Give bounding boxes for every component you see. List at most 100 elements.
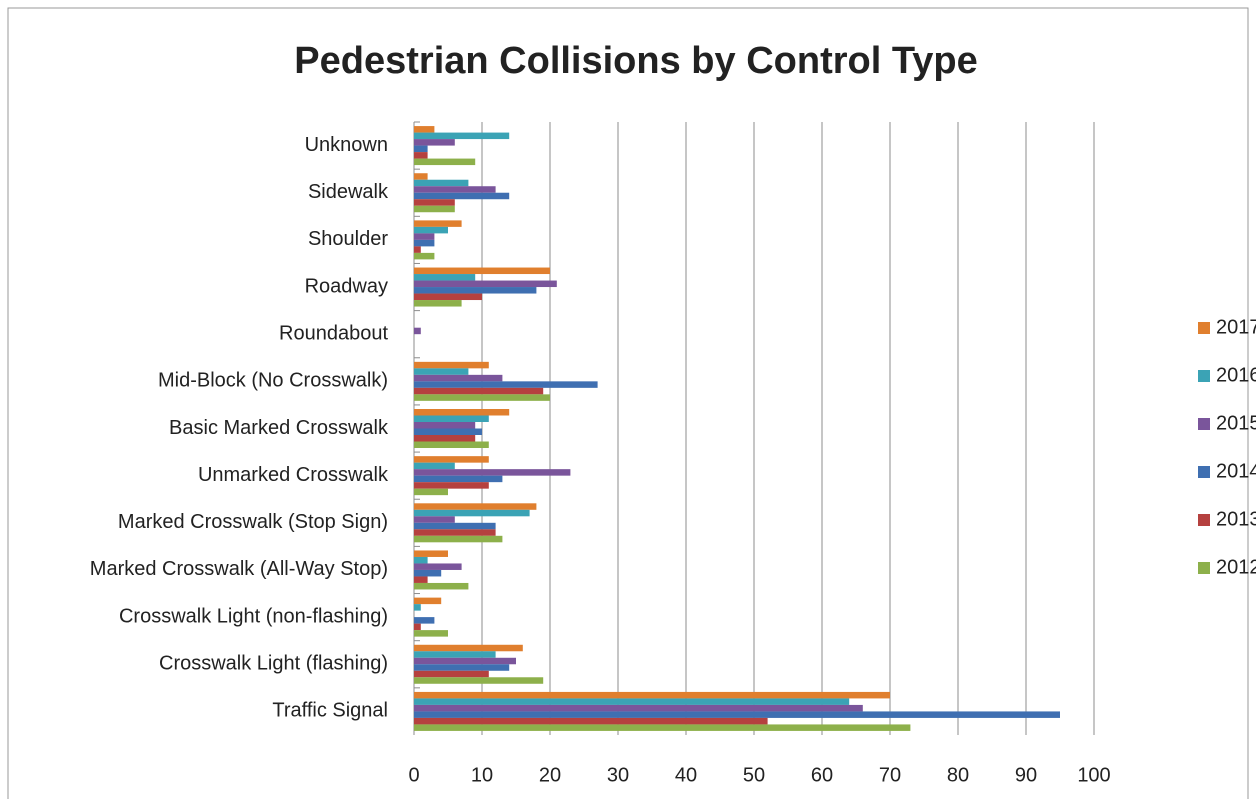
bar (414, 644, 523, 652)
bar (414, 145, 428, 153)
legend-swatch (1198, 514, 1210, 526)
bar (414, 509, 530, 517)
y-tick-label: Unmarked Crosswalk (198, 464, 389, 486)
bar (414, 199, 455, 206)
x-tick-label: 90 (1015, 764, 1037, 786)
bar (414, 535, 503, 543)
bar (414, 469, 571, 476)
bar (414, 698, 850, 705)
bar (414, 576, 428, 583)
legend-label: 2016 (1216, 364, 1256, 386)
chart-title: Pedestrian Collisions by Control Type (294, 40, 977, 82)
bar (414, 300, 462, 307)
bar (414, 664, 510, 671)
bar (414, 704, 863, 712)
bar (414, 569, 442, 577)
bar (414, 274, 476, 281)
bar (414, 724, 911, 731)
legend-label: 2013 (1216, 508, 1256, 530)
y-tick-label: Shoulder (308, 228, 388, 250)
bar (414, 287, 537, 294)
bar (414, 597, 442, 605)
x-tick-label: 20 (539, 764, 561, 786)
bar (414, 226, 448, 234)
bar (414, 516, 455, 523)
bar (414, 246, 421, 253)
bar (414, 132, 510, 140)
x-tick-label: 100 (1077, 764, 1110, 786)
y-tick-label: Basic Marked Crosswalk (169, 417, 389, 439)
x-tick-label: 10 (471, 764, 493, 786)
x-tick-label: 60 (811, 764, 833, 786)
bar (414, 381, 598, 388)
bar (414, 522, 496, 530)
bar (414, 462, 455, 470)
bar (414, 293, 482, 301)
y-tick-label: Mid-Block (No Crosswalk) (158, 370, 388, 392)
bar (414, 361, 489, 369)
bar (414, 617, 435, 624)
bar (414, 711, 1060, 718)
chart-frame (7, 7, 1249, 799)
legend-label: 2012 (1216, 556, 1256, 578)
bar (414, 374, 503, 382)
bar (414, 394, 550, 401)
y-tick-label: Crosswalk Light (non-flashing) (119, 605, 388, 627)
x-tick-label: 30 (607, 764, 629, 786)
bar (414, 179, 469, 187)
bar (414, 173, 428, 180)
bar (414, 409, 510, 416)
x-tick-label: 40 (675, 764, 697, 786)
y-tick-label: Marked Crosswalk (All-Way Stop) (90, 558, 388, 580)
legend-label: 2015 (1216, 412, 1256, 434)
x-tick-label: 80 (947, 764, 969, 786)
bar (414, 670, 489, 678)
bar (414, 529, 496, 536)
bar (414, 428, 482, 435)
y-tick-label: Roadway (305, 275, 388, 297)
bar (414, 387, 544, 395)
bar (414, 623, 421, 631)
bar (414, 205, 455, 213)
bar (414, 657, 516, 665)
bar (414, 550, 448, 557)
legend-swatch (1198, 322, 1210, 334)
bar (414, 239, 435, 247)
bar (414, 267, 550, 275)
bar (414, 186, 496, 193)
bar (414, 139, 455, 146)
bar (414, 691, 890, 699)
bar (414, 368, 469, 375)
bar (414, 503, 537, 510)
legend-swatch (1198, 562, 1210, 574)
bar (414, 563, 462, 570)
bar (414, 126, 435, 133)
legend-swatch (1198, 418, 1210, 430)
bar (414, 233, 435, 240)
y-tick-label: Traffic Signal (272, 700, 388, 722)
bar (414, 158, 476, 166)
bar (414, 482, 489, 489)
y-tick-label: Marked Crosswalk (Stop Sign) (118, 511, 388, 533)
bar (414, 220, 462, 227)
legend-label: 2014 (1216, 460, 1256, 482)
bar (414, 422, 476, 429)
y-tick-label: Crosswalk Light (flashing) (159, 653, 388, 675)
y-tick-label: Sidewalk (308, 181, 389, 203)
legend-label: 2017 (1216, 316, 1256, 338)
bar (414, 604, 421, 611)
bar (414, 192, 510, 200)
bar (414, 435, 476, 442)
bar (414, 252, 435, 260)
bar (414, 651, 496, 658)
bar (414, 280, 557, 288)
bar (414, 441, 489, 448)
bar (414, 582, 469, 590)
bar (414, 327, 421, 335)
x-tick-label: 50 (743, 764, 765, 786)
bar (414, 717, 768, 725)
bar (414, 630, 448, 637)
y-tick-label: Unknown (305, 134, 388, 156)
bar (414, 556, 428, 564)
